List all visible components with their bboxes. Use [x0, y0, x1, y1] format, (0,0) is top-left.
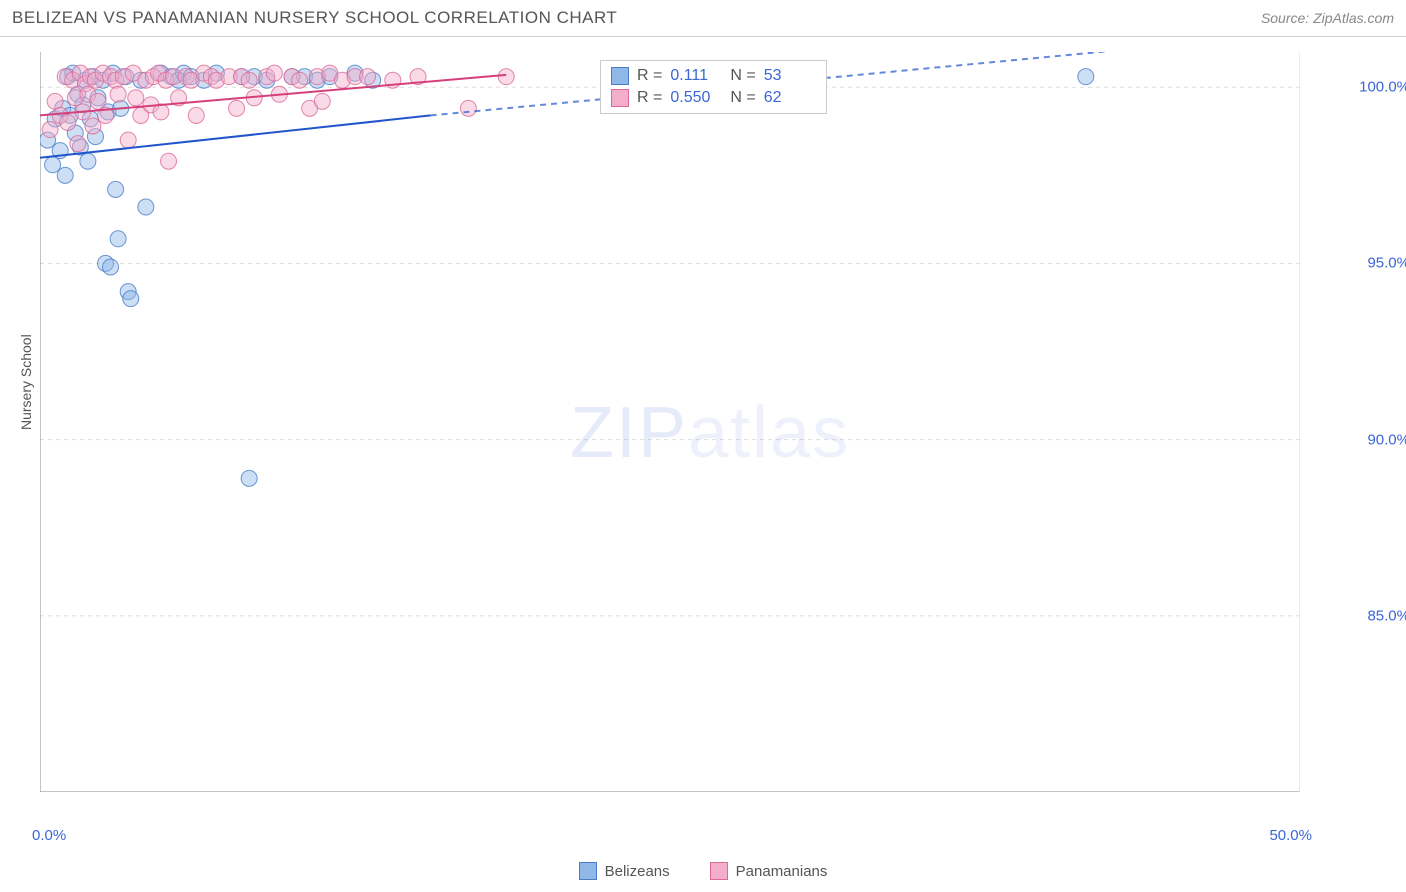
stats-r-value: 0.550: [670, 89, 722, 107]
chart-area: ZIPatlas 85.0%90.0%95.0%100.0% 0.0% 50.0…: [40, 52, 1300, 792]
y-tick-label: 95.0%: [1367, 255, 1406, 272]
y-tick-label: 90.0%: [1367, 431, 1406, 448]
stats-n-value: 62: [764, 89, 816, 107]
legend-item: Belizeans: [579, 862, 670, 880]
stats-r-label: R =: [637, 89, 662, 107]
stats-swatch: [611, 67, 629, 85]
stats-row: R = 0.111 N = 53: [611, 65, 816, 87]
legend-item: Panamanians: [710, 862, 828, 880]
stats-n-label: N =: [730, 67, 755, 85]
legend-label: Belizeans: [605, 863, 670, 880]
y-axis-label: Nursery School: [18, 334, 34, 430]
x-tick-max: 50.0%: [1269, 827, 1312, 844]
x-tick-min: 0.0%: [32, 827, 66, 844]
stats-row: R = 0.550 N = 62: [611, 87, 816, 109]
stats-n-label: N =: [730, 89, 755, 107]
chart-header: BELIZEAN VS PANAMANIAN NURSERY SCHOOL CO…: [0, 0, 1406, 37]
correlation-stats-box: R = 0.111 N = 53 R = 0.550 N = 62: [600, 60, 827, 114]
y-tick-label: 100.0%: [1359, 79, 1406, 96]
scatter-plot: [40, 52, 1300, 792]
legend-swatch: [710, 862, 728, 880]
legend: Belizeans Panamanians: [0, 862, 1406, 880]
chart-title: BELIZEAN VS PANAMANIAN NURSERY SCHOOL CO…: [12, 8, 617, 28]
stats-n-value: 53: [764, 67, 816, 85]
legend-swatch: [579, 862, 597, 880]
stats-r-label: R =: [637, 67, 662, 85]
stats-swatch: [611, 89, 629, 107]
legend-label: Panamanians: [736, 863, 828, 880]
y-tick-label: 85.0%: [1367, 607, 1406, 624]
stats-r-value: 0.111: [670, 67, 722, 85]
chart-source: Source: ZipAtlas.com: [1261, 10, 1394, 26]
y-tick-labels: 85.0% 90.0% 95.0% 100.0%: [1300, 52, 1406, 792]
